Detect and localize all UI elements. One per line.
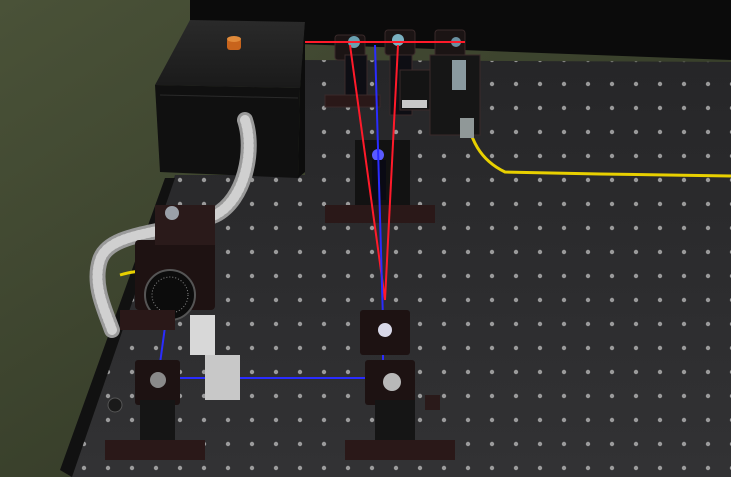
rotation-stage <box>120 205 240 400</box>
lower-left-mirror-mount <box>105 360 205 460</box>
laser-enclosure <box>155 20 305 178</box>
front-right-mirror-mounts <box>345 310 455 460</box>
rear-mirror-mounts <box>324 29 481 138</box>
